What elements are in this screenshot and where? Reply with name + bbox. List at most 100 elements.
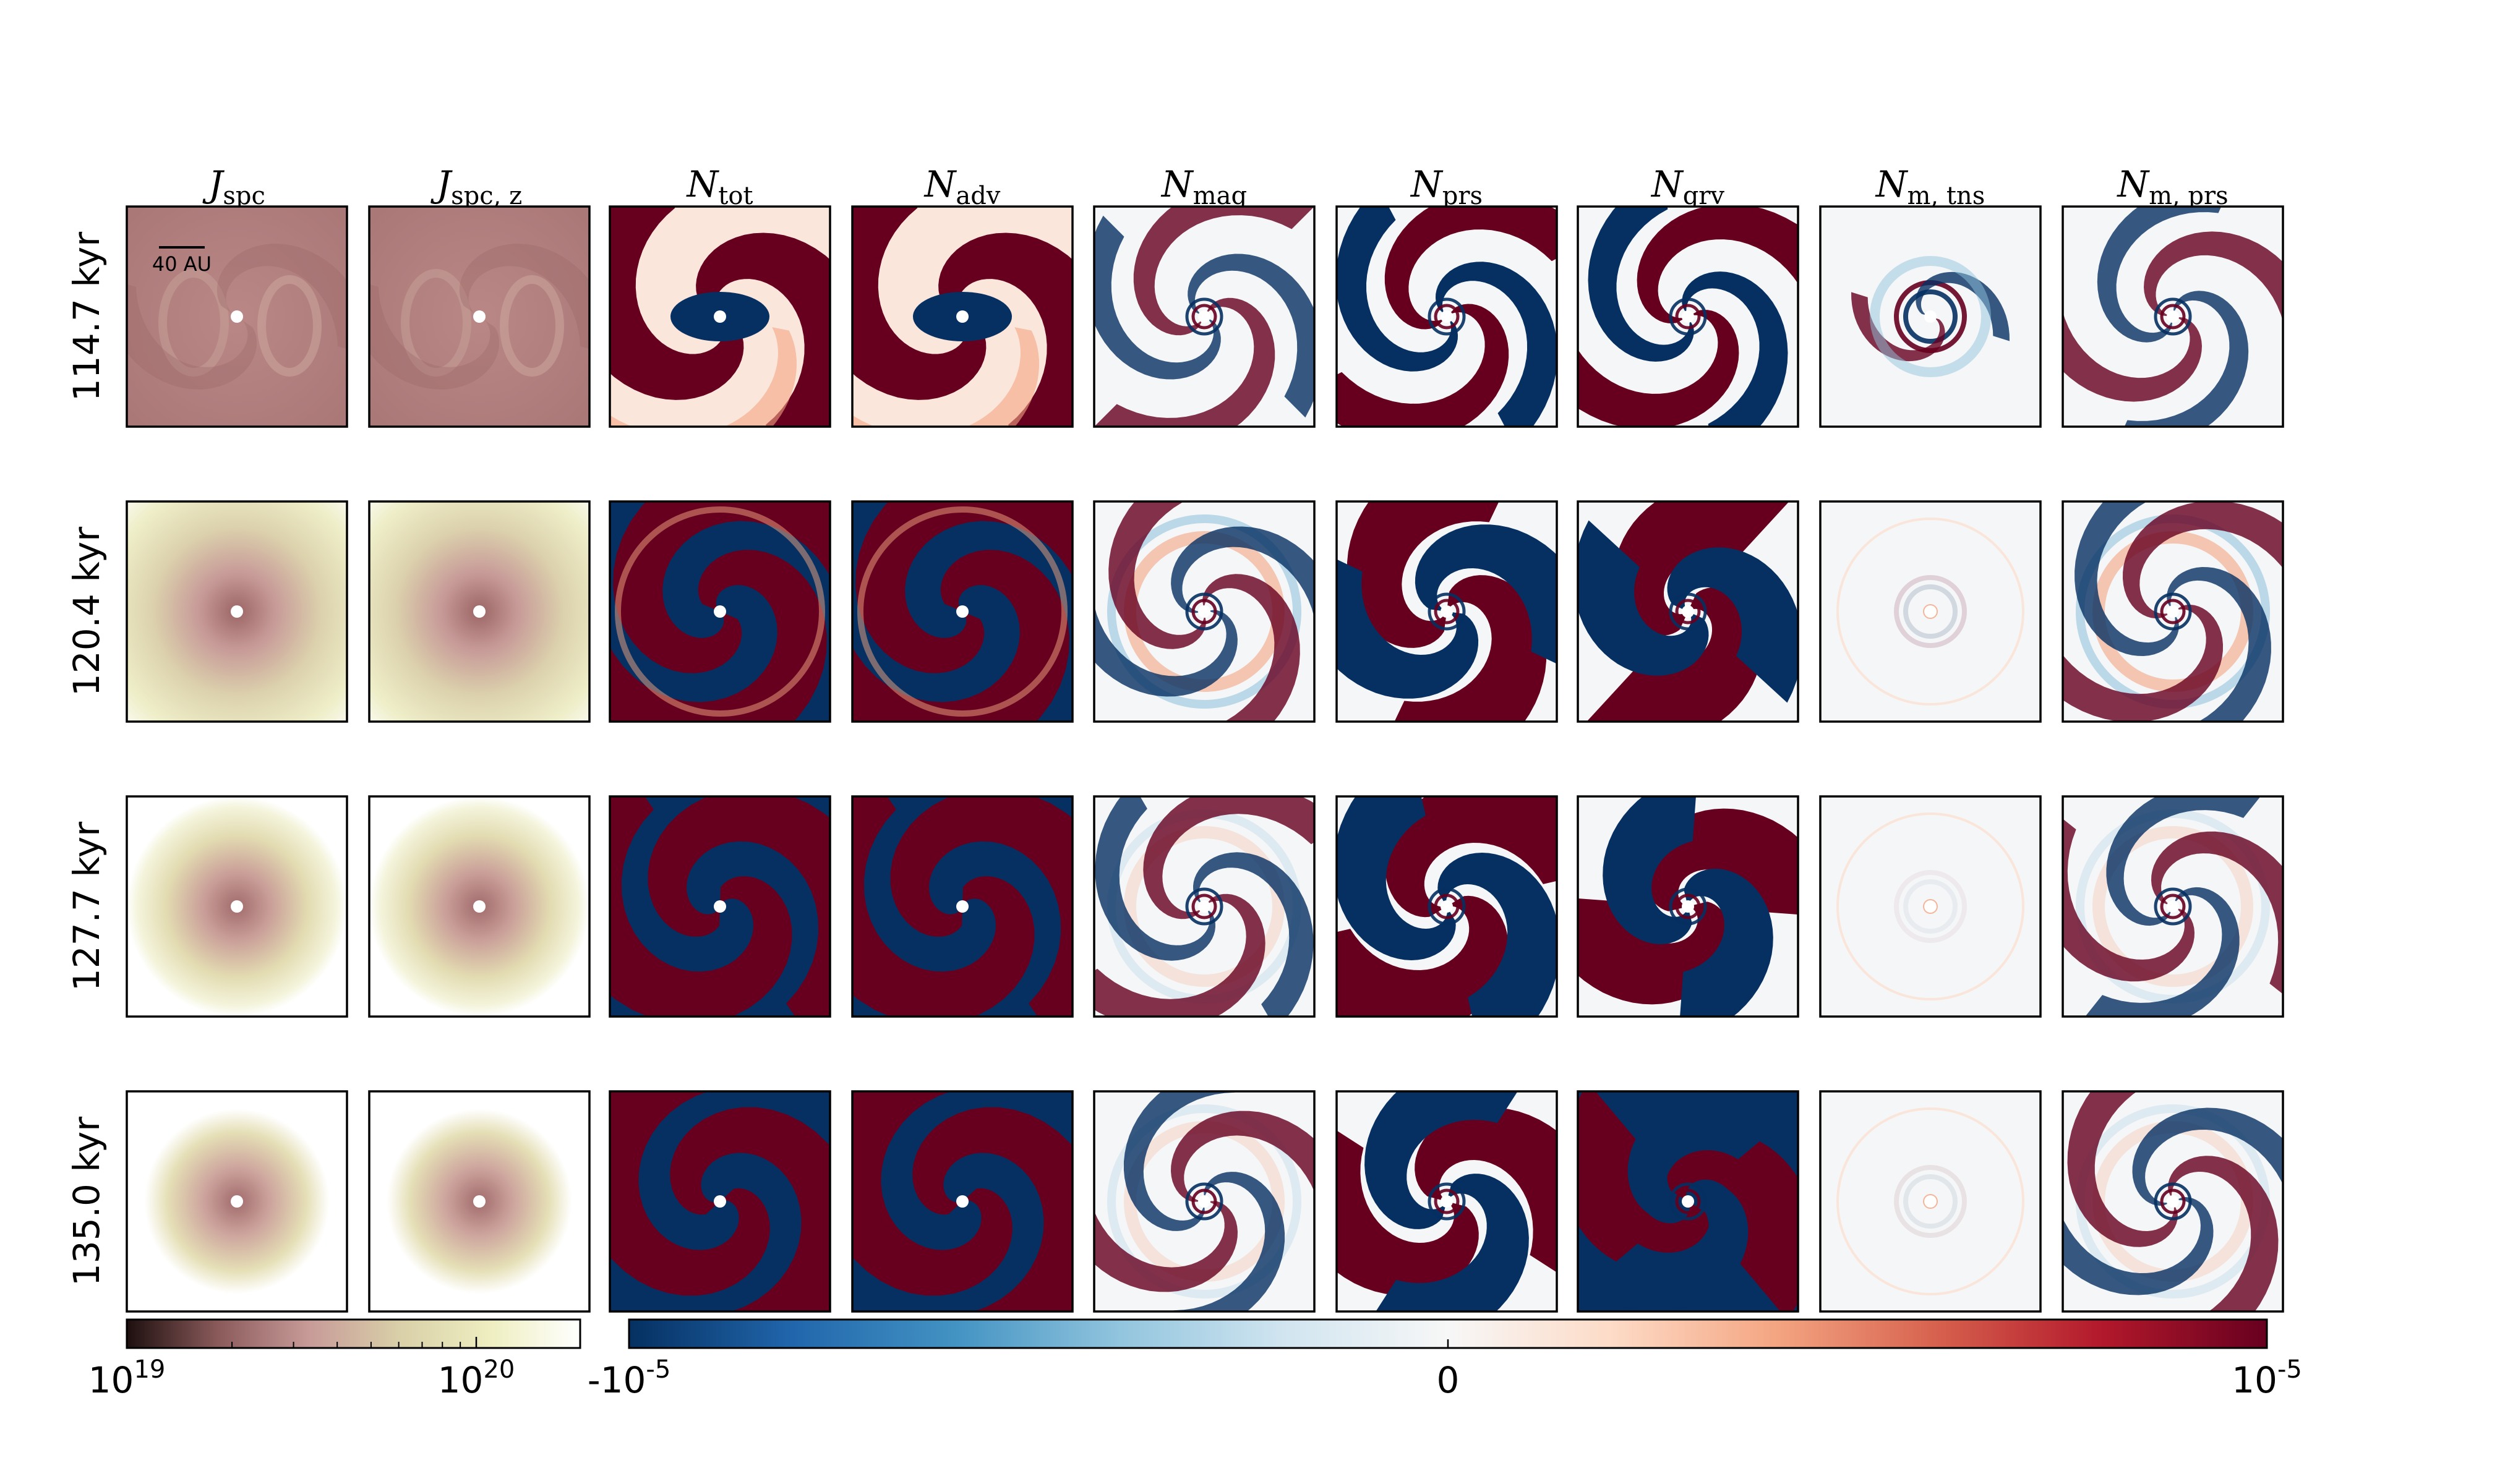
panel-r3-c3: [851, 1090, 1074, 1313]
panel-frame: [1335, 500, 1558, 723]
sink-particle-marker: [1924, 605, 1937, 618]
panel-frame: [1577, 500, 1799, 723]
panel-frame: [851, 500, 1074, 723]
sink-particle-marker: [956, 605, 969, 618]
panel-r0-c6: [1577, 205, 1799, 428]
panel-r0-c0: 40 AU: [126, 205, 348, 428]
row-labels: 114.7 kyr 120.4 kyr 127.7 kyr 135.0 kyr: [66, 232, 108, 1286]
panel-r1-c8: [2062, 500, 2284, 723]
panel-frame: [1093, 500, 1316, 723]
panel-frame: [851, 795, 1074, 1018]
column-title-0: Jspc: [202, 163, 265, 210]
panel-frame: [851, 1090, 1074, 1313]
column-titles: Jspc Jspc, z Ntot Nadv Nmag Nprs Ngrv Nm, tns Nm…: [202, 163, 2229, 210]
panel-frame: [1335, 205, 1558, 428]
column-title-5: Nprs: [1410, 163, 1483, 210]
panel-r1-c7: [1819, 500, 2042, 723]
column-title-7: Nm, tns: [1875, 163, 1985, 210]
sink-particle-marker: [2167, 1195, 2179, 1208]
scale-bar-label: 40 AU: [152, 252, 212, 276]
sink-particle-marker: [2167, 605, 2179, 618]
sink-particle-marker: [2167, 900, 2179, 913]
column-title-1: Jspc, z: [430, 163, 522, 210]
sink-particle-marker: [1198, 310, 1210, 323]
panel-r0-c1: [368, 205, 591, 428]
panel-frame: [1335, 795, 1558, 1018]
panel-frame: [2062, 205, 2284, 428]
panel-r2-c5: [1335, 795, 1558, 1018]
sink-particle-marker: [1682, 1195, 1694, 1208]
panel-frame: [126, 1090, 348, 1313]
panel-frame: [368, 795, 591, 1018]
column-title-6: Ngrv: [1650, 163, 1724, 210]
panel-r0-c4: [1093, 205, 1316, 428]
sink-particle-marker: [714, 1195, 726, 1208]
panel-r0-c3: [851, 205, 1074, 428]
panel-r2-c3: [851, 795, 1074, 1018]
sink-particle-marker: [473, 605, 486, 618]
sink-particle-marker: [1441, 605, 1453, 618]
panel-r1-c0: [126, 500, 348, 723]
panel-frame: [609, 205, 831, 428]
sink-particle-marker: [473, 1195, 486, 1208]
colorbar-j-tick-label: 1020: [438, 1355, 515, 1401]
sink-particle-marker: [1198, 900, 1210, 913]
panel-r2-c2: [609, 795, 831, 1018]
sink-particle-marker: [1198, 605, 1210, 618]
sink-particle-marker: [956, 900, 969, 913]
panel-frame: [368, 1090, 591, 1313]
panel-r0-c2: [609, 205, 831, 428]
panel-r1-c2: [609, 500, 831, 723]
panel-r3-c5: [1335, 1090, 1558, 1313]
panel-frame: [126, 795, 348, 1018]
sink-particle-marker: [1924, 1195, 1937, 1208]
panel-grid: 40 AU: [126, 205, 2284, 1313]
sink-particle-marker: [714, 605, 726, 618]
column-title-4: Nmag: [1160, 163, 1247, 210]
panel-r3-c2: [609, 1090, 831, 1313]
panel-r1-c6: [1577, 500, 1799, 723]
panel-frame: [1577, 1090, 1799, 1313]
colorbar-j-tick-label: 1019: [88, 1355, 166, 1401]
sink-particle-marker: [1682, 605, 1694, 618]
row-label-2: 127.7 kyr: [66, 822, 108, 991]
panel-frame: [2062, 795, 2284, 1018]
panel-frame: [1577, 205, 1799, 428]
panel-r3-c7: [1819, 1090, 2042, 1313]
sink-particle-marker: [1198, 1195, 1210, 1208]
sink-particle-marker: [1924, 310, 1937, 323]
panel-r2-c0: [126, 795, 348, 1018]
panel-r1-c5: [1335, 500, 1558, 723]
panel-frame: [1819, 205, 2042, 428]
panel-frame: [2062, 500, 2284, 723]
panel-r1-c3: [851, 500, 1074, 723]
sink-particle-marker: [473, 900, 486, 913]
panel-r0-c8: [2062, 205, 2284, 428]
panel-r3-c8: [2062, 1090, 2284, 1313]
colorbar-n-tick-label: -10-5: [588, 1355, 671, 1401]
colorbar-j-bar: [126, 1318, 581, 1349]
sink-particle-marker: [1682, 310, 1694, 323]
column-title-8: Nm, prs: [2116, 163, 2228, 210]
panel-r3-c4: [1093, 1090, 1316, 1313]
panel-frame: [126, 500, 348, 723]
panel-r2-c7: [1819, 795, 2042, 1018]
colorbar-n: -10-5 0 10-5: [588, 1318, 2302, 1401]
sink-particle-marker: [1682, 900, 1694, 913]
panel-frame: [1093, 795, 1316, 1018]
panel-frame: [1819, 500, 2042, 723]
row-label-3: 135.0 kyr: [66, 1117, 108, 1286]
colorbar-n-tick-label: 0: [1437, 1359, 1460, 1401]
column-title-2: Ntot: [686, 163, 753, 210]
panel-frame: [368, 500, 591, 723]
panel-frame: [609, 500, 831, 723]
panel-frame: [1577, 795, 1799, 1018]
panel-r2-c6: [1577, 795, 1799, 1018]
panel-r0-c5: [1335, 205, 1558, 428]
panel-frame: [1093, 1090, 1316, 1313]
panel-r3-c6: [1577, 1090, 1799, 1313]
panel-r2-c1: [368, 795, 591, 1018]
column-title-3: Nadv: [923, 163, 1001, 210]
panel-r2-c8: [2062, 795, 2284, 1018]
